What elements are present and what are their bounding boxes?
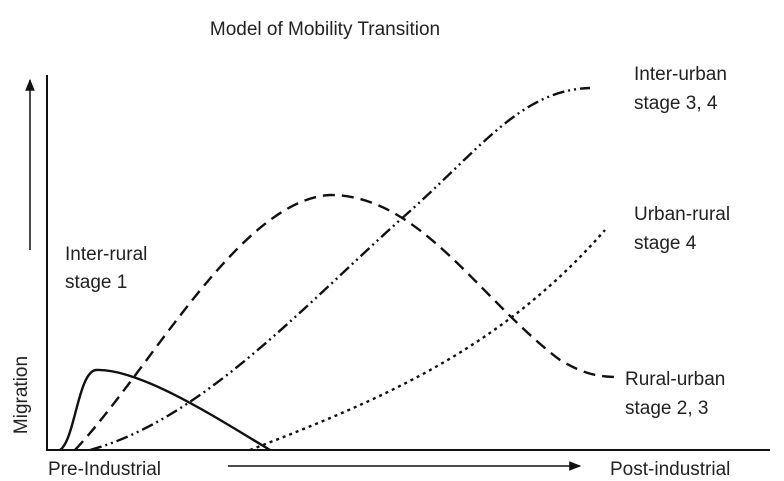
curve-label: Inter-rural xyxy=(65,244,147,265)
urban-rural-curve xyxy=(249,229,606,452)
curve-label: stage 2, 3 xyxy=(625,398,708,419)
inter-urban-curve xyxy=(89,86,591,452)
rural-urban-curve xyxy=(74,193,621,451)
curve-label: Inter-urban xyxy=(634,64,727,85)
x-end-label: Post-industrial xyxy=(610,459,730,480)
curve-label: Urban-rural xyxy=(634,204,730,225)
curve-label: stage 1 xyxy=(65,272,127,293)
title: Model of Mobility Transition xyxy=(210,19,440,40)
curve-label: stage 4 xyxy=(634,233,697,254)
inter-rural-curve xyxy=(59,368,271,452)
x-start-label: Pre-Industrial xyxy=(48,459,161,480)
curve-label: Rural-urban xyxy=(625,369,725,390)
y-axis-label: Migration xyxy=(11,356,32,434)
curve-label: stage 3, 4 xyxy=(634,93,718,114)
